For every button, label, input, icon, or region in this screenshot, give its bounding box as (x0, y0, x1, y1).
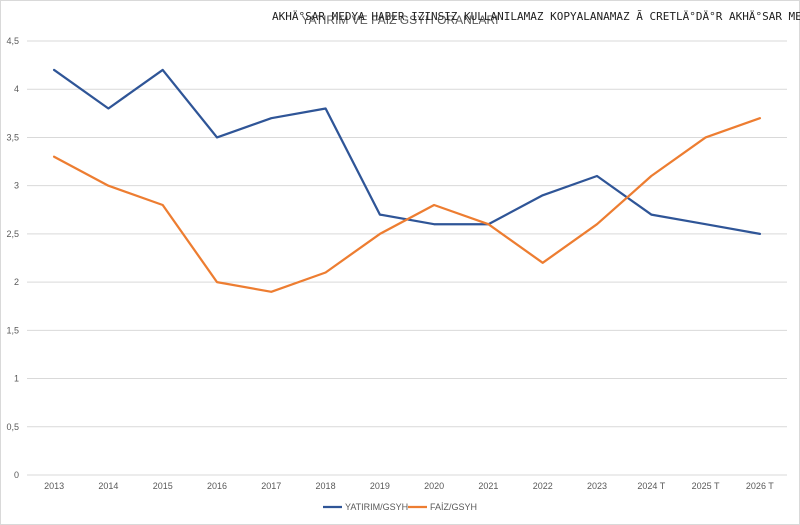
y-tick-label: 4,5 (6, 36, 19, 46)
gridlines (27, 40, 787, 476)
x-axis-ticks: 2013 2014 2015 2016 2017 2018 2019 2020 2021 2022… (44, 481, 774, 491)
x-tick-label: 2025 T (692, 481, 720, 491)
y-tick-label: 3,5 (6, 132, 19, 142)
y-tick-label: 0,5 (6, 422, 19, 432)
chart-title: YATIRIM VE FAİZ GSYH ORANLARI (301, 13, 499, 27)
x-tick-label: 2018 (316, 481, 336, 491)
y-tick-label: 2 (14, 277, 19, 287)
series-lines (52, 68, 762, 293)
x-tick-label: 2015 (153, 481, 173, 491)
y-tick-label: 1 (14, 374, 19, 384)
x-tick-label: 2023 (587, 481, 607, 491)
x-tick-label: 2024 T (637, 481, 665, 491)
legend: YATIRIM/GSYH FAİZ/GSYH (323, 502, 477, 512)
x-tick-label: 2017 (261, 481, 281, 491)
x-tick-label: 2014 (98, 481, 118, 491)
series-line-2 (52, 117, 762, 293)
y-tick-label: 1,5 (6, 325, 19, 335)
x-tick-label: 2013 (44, 481, 64, 491)
series-line-1 (52, 68, 762, 236)
watermark-text: AKHÄ°SAR MEDYA HABER IZINSIZ KULLANILAMA… (272, 10, 800, 23)
y-tick-label: 4 (14, 84, 19, 94)
y-tick-label: 3 (14, 181, 19, 191)
x-tick-label: 2019 (370, 481, 390, 491)
x-tick-label: 2016 (207, 481, 227, 491)
x-tick-label: 2026 T (746, 481, 774, 491)
x-tick-label: 2022 (533, 481, 553, 491)
x-tick-label: 2020 (424, 481, 444, 491)
legend-label-1: YATIRIM/GSYH (345, 502, 408, 512)
x-tick-label: 2021 (478, 481, 498, 491)
legend-label-2: FAİZ/GSYH (430, 502, 477, 512)
y-axis-ticks: 0 0,5 1 1,5 2 2,5 3 3,5 4 4,5 (6, 36, 19, 480)
y-tick-label: 2,5 (6, 229, 19, 239)
y-tick-label: 0 (14, 470, 19, 480)
